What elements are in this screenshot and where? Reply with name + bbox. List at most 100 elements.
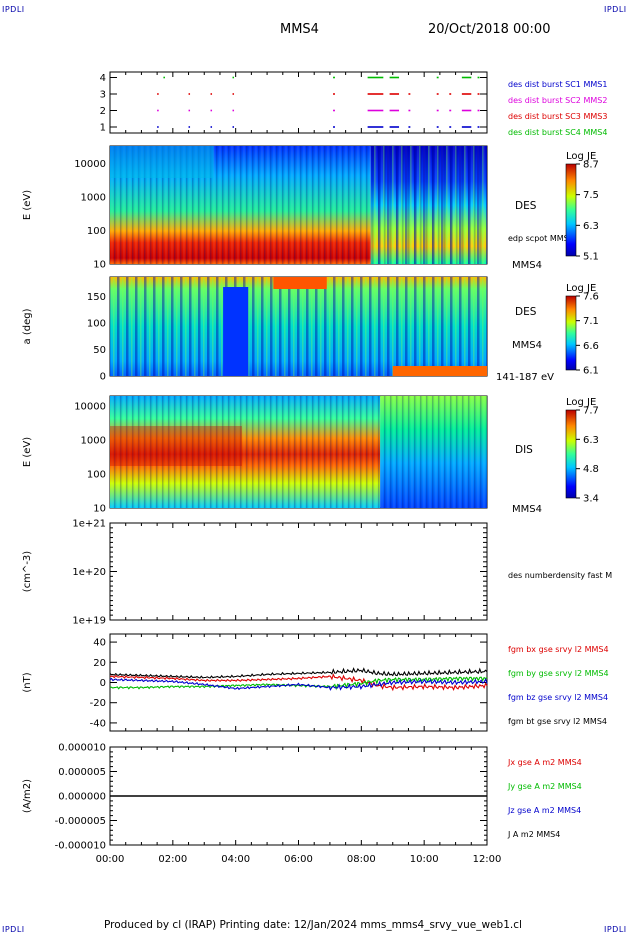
current-legend-1: Jx gse A m2 MMS4 xyxy=(507,758,582,767)
bfield-series-3 xyxy=(109,677,488,691)
burst-mark-3-4 xyxy=(333,93,335,95)
current-y-tick-0.000010: 0.000010 xyxy=(58,743,106,754)
corner-label-bottom-left: IPDLI xyxy=(2,925,25,934)
time-axis-label-00:00: 00:00 xyxy=(96,854,125,865)
dis-energy-colorbar-title: Log JE xyxy=(566,397,596,408)
burst-mark-3-0 xyxy=(157,93,159,95)
density-y-tick-1e+19: 1e+19 xyxy=(72,616,106,627)
dis-energy-label: DIS xyxy=(515,444,533,456)
burst-mark-3-8 xyxy=(436,93,439,95)
burst-mark-2-4 xyxy=(333,109,335,112)
burst-mark-3-6 xyxy=(389,93,400,95)
des-energy-colorbar-tick-6.3: 6.3 xyxy=(583,221,599,232)
time-axis-label-12:00: 12:00 xyxy=(473,854,502,865)
burst-panel-frame xyxy=(109,71,488,134)
bfield-y-tick--40: -40 xyxy=(90,718,106,729)
current-ylabel: (A/m2) xyxy=(22,779,33,813)
des-pitch-lowflux-band xyxy=(223,287,249,376)
burst-mark-2-2 xyxy=(210,109,213,112)
burst-mark-1-7 xyxy=(408,126,411,128)
des-pitch-colorbar-tick-6.1: 6.1 xyxy=(583,366,599,377)
burst-y-tick-1: 1 xyxy=(100,123,106,134)
des-pitch-y-tick-150: 150 xyxy=(87,292,106,303)
des-energy-colorbar-tick-7.5: 7.5 xyxy=(583,190,599,201)
des-energy-sc-label: MMS4 xyxy=(512,260,542,271)
des-pitch-y-tick-100: 100 xyxy=(87,319,106,330)
time-axis-label-10:00: 10:00 xyxy=(410,854,439,865)
corner-label-bottom-right: IPDLI xyxy=(604,925,627,934)
des-pitch-energy-range: 141-187 eV xyxy=(496,372,554,383)
des-energy-ylabel: E (eV) xyxy=(22,190,33,220)
burst-mark-2-11 xyxy=(477,109,480,112)
dis-energy-y-tick-10: 10 xyxy=(93,504,106,515)
burst-y-tick-2: 2 xyxy=(100,106,106,117)
burst-mark-1-0 xyxy=(157,126,159,128)
dis-energy-sc-label: MMS4 xyxy=(512,504,542,515)
burst-legend-1: des dist burst SC1 MMS1 xyxy=(508,80,607,89)
des-pitch-colorbar xyxy=(565,295,577,371)
current-y-tick-0.000000: 0.000000 xyxy=(58,792,106,803)
bfield-panel-frame xyxy=(109,633,488,732)
date-title: 20/Oct/2018 00:00 xyxy=(428,22,551,37)
burst-mark-1-2 xyxy=(210,126,213,128)
current-y-tick--0.000010: -0.000010 xyxy=(55,841,106,852)
des-energy-colorbar-title: Log JE xyxy=(566,151,596,162)
des-pitch-colorbar-tick-6.6: 6.6 xyxy=(583,341,599,352)
dis-energy-texture xyxy=(110,396,487,508)
dis-energy-colorbar-tick-4.8: 4.8 xyxy=(583,464,599,475)
bfield-legend-3: fgm bz gse srvy l2 MMS4 xyxy=(508,693,608,702)
footer-credit: Produced by cl (IRAP) Printing date: 12/… xyxy=(104,919,522,931)
current-y-tick--0.000005: -0.000005 xyxy=(55,816,106,827)
burst-mark-1-11 xyxy=(477,126,480,128)
density-panel-frame xyxy=(109,522,488,621)
des-energy-label: DES xyxy=(515,200,537,212)
des-energy-texture-late xyxy=(370,146,487,264)
des-pitch-y-tick-0: 0 xyxy=(100,372,106,383)
bfield-series-2 xyxy=(109,676,488,691)
des-energy-colorbar-tick-5.1: 5.1 xyxy=(583,252,599,263)
burst-mark-3-5 xyxy=(367,93,384,95)
current-legend-4: J A m2 MMS4 xyxy=(507,830,560,839)
dis-energy-colorbar-tick-3.4: 3.4 xyxy=(583,494,599,505)
burst-mark-4-4 xyxy=(389,76,400,79)
time-axis-label-04:00: 04:00 xyxy=(221,854,250,865)
des-pitch-y-tick-50: 50 xyxy=(93,345,106,356)
burst-mark-2-6 xyxy=(389,109,400,112)
current-legend-2: Jy gse A m2 MMS4 xyxy=(507,782,582,791)
burst-mark-1-3 xyxy=(232,126,235,128)
burst-mark-2-1 xyxy=(188,109,191,112)
des-energy-y-tick-100: 100 xyxy=(87,226,106,237)
burst-mark-2-8 xyxy=(436,109,439,112)
des-energy-highband xyxy=(110,146,214,178)
bfield-y-tick-0: 0 xyxy=(100,678,106,689)
dis-energy-colorbar-tick-7.7: 7.7 xyxy=(583,406,599,417)
burst-mark-3-1 xyxy=(188,93,191,95)
density-legend: des numberdensity fast M xyxy=(508,571,612,580)
dis-energy-y-tick-1000: 1000 xyxy=(81,436,106,447)
current-legend-3: Jz gse A m2 MMS4 xyxy=(507,806,581,815)
burst-mark-4-0 xyxy=(163,76,165,79)
burst-mark-1-4 xyxy=(333,126,335,128)
burst-mark-2-0 xyxy=(157,109,159,112)
density-y-tick-1e+20: 1e+20 xyxy=(72,567,106,578)
burst-mark-3-2 xyxy=(210,93,213,95)
bfield-ylabel: (nT) xyxy=(22,672,33,692)
burst-mark-1-8 xyxy=(436,126,439,128)
burst-mark-1-1 xyxy=(188,126,191,128)
density-ylabel: (cm^-3) xyxy=(22,551,33,592)
des-pitch-texture xyxy=(110,277,487,376)
des-pitch-colorbar-tick-7.1: 7.1 xyxy=(583,316,599,327)
burst-y-tick-3: 3 xyxy=(100,90,106,101)
des-energy-colorbar xyxy=(565,163,577,257)
bfield-legend-4: fgm bt gse srvy l2 MMS4 xyxy=(508,717,607,726)
density-y-tick-1e+21: 1e+21 xyxy=(72,519,106,530)
dis-energy-y-tick-10000: 10000 xyxy=(74,402,106,413)
burst-mark-4-1 xyxy=(232,76,235,79)
bfield-y-tick-20: 20 xyxy=(93,658,106,669)
burst-mark-2-3 xyxy=(232,109,235,112)
bfield-y-tick-40: 40 xyxy=(93,638,106,649)
spacecraft-title: MMS4 xyxy=(280,22,319,37)
bfield-legend-2: fgm by gse srvy l2 MMS4 xyxy=(508,669,609,678)
burst-mark-4-2 xyxy=(333,76,335,79)
